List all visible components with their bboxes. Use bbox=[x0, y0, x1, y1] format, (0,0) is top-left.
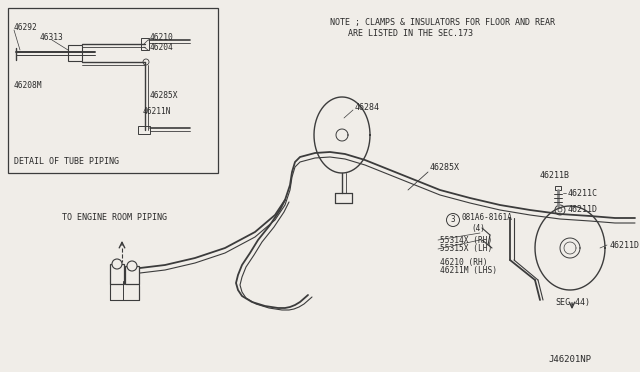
Circle shape bbox=[558, 208, 562, 212]
Bar bbox=[141, 38, 149, 50]
Text: 46204: 46204 bbox=[150, 44, 173, 52]
Text: 55314X (RH): 55314X (RH) bbox=[440, 235, 492, 244]
Text: 081A6-8161A: 081A6-8161A bbox=[462, 214, 513, 222]
Text: 46285X: 46285X bbox=[430, 164, 460, 173]
Circle shape bbox=[112, 259, 122, 269]
Text: 55315X (LH): 55315X (LH) bbox=[440, 244, 492, 253]
Text: 46211N: 46211N bbox=[143, 108, 172, 116]
Text: NOTE ; CLAMPS & INSULATORS FOR FLOOR AND REAR: NOTE ; CLAMPS & INSULATORS FOR FLOOR AND… bbox=[330, 17, 555, 26]
Bar bbox=[110, 264, 124, 284]
Circle shape bbox=[127, 261, 137, 271]
Bar bbox=[555, 186, 561, 190]
Text: 46211C: 46211C bbox=[568, 189, 598, 198]
Text: 46211D: 46211D bbox=[568, 205, 598, 215]
Circle shape bbox=[447, 214, 460, 227]
Text: (4): (4) bbox=[471, 224, 485, 232]
Text: 3: 3 bbox=[451, 215, 455, 224]
Text: 46292: 46292 bbox=[14, 22, 38, 32]
Text: DETAIL OF TUBE PIPING: DETAIL OF TUBE PIPING bbox=[14, 157, 119, 167]
Text: 46210 (RH): 46210 (RH) bbox=[440, 257, 488, 266]
Text: 46211M (LHS): 46211M (LHS) bbox=[440, 266, 497, 276]
Bar bbox=[138, 126, 150, 134]
Text: 46285X: 46285X bbox=[150, 90, 179, 99]
Bar bbox=[68, 45, 82, 61]
Circle shape bbox=[143, 59, 149, 65]
Text: J46201NP: J46201NP bbox=[548, 356, 591, 365]
Text: 46210: 46210 bbox=[150, 32, 173, 42]
Text: 46208M: 46208M bbox=[14, 80, 42, 90]
Text: 46313: 46313 bbox=[40, 32, 64, 42]
Text: 46211B: 46211B bbox=[540, 170, 570, 180]
Text: 46284: 46284 bbox=[355, 103, 380, 112]
Text: SEC.44): SEC.44) bbox=[555, 298, 590, 308]
Text: TO ENGINE ROOM PIPING: TO ENGINE ROOM PIPING bbox=[62, 214, 167, 222]
Bar bbox=[8, 8, 218, 173]
Bar bbox=[125, 266, 139, 284]
Text: 46211D: 46211D bbox=[610, 241, 640, 250]
Circle shape bbox=[555, 205, 565, 215]
Text: ARE LISTED IN THE SEC.173: ARE LISTED IN THE SEC.173 bbox=[348, 29, 473, 38]
